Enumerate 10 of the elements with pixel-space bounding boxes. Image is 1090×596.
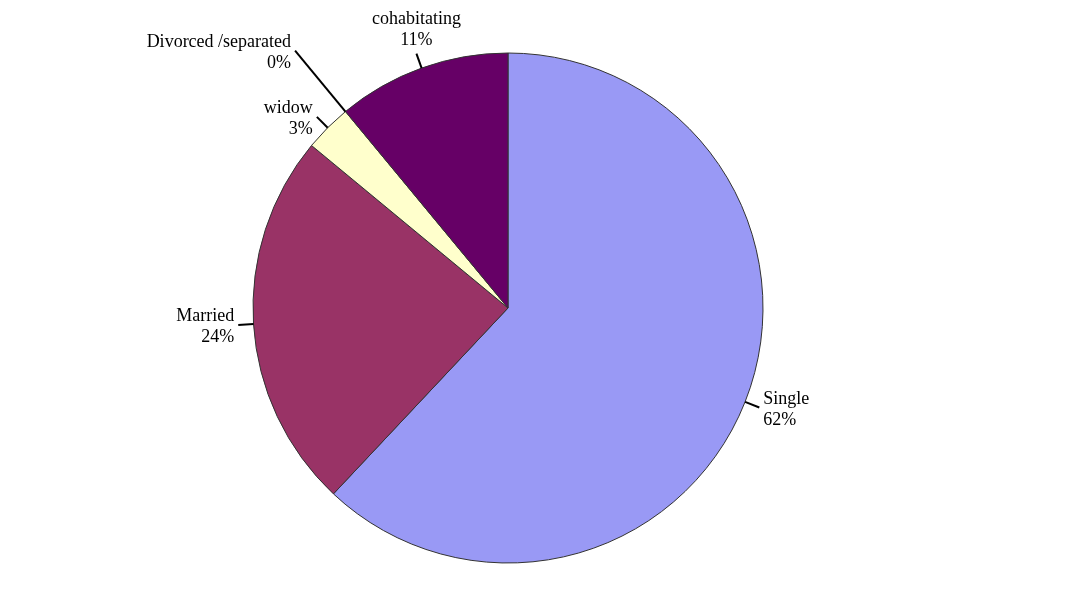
category-label: Divorced /separated [146,30,292,51]
slice-label: Married [176,304,235,325]
text: 0% [267,51,292,72]
data-label: 62% [763,408,797,429]
data-label: 3% [288,117,313,138]
slice-label: widow [263,96,313,117]
slice-label: Single [763,387,810,408]
data-label: 11% [400,28,433,49]
slice-label: cohabitating [371,7,461,28]
data-label: 24% [201,325,235,346]
